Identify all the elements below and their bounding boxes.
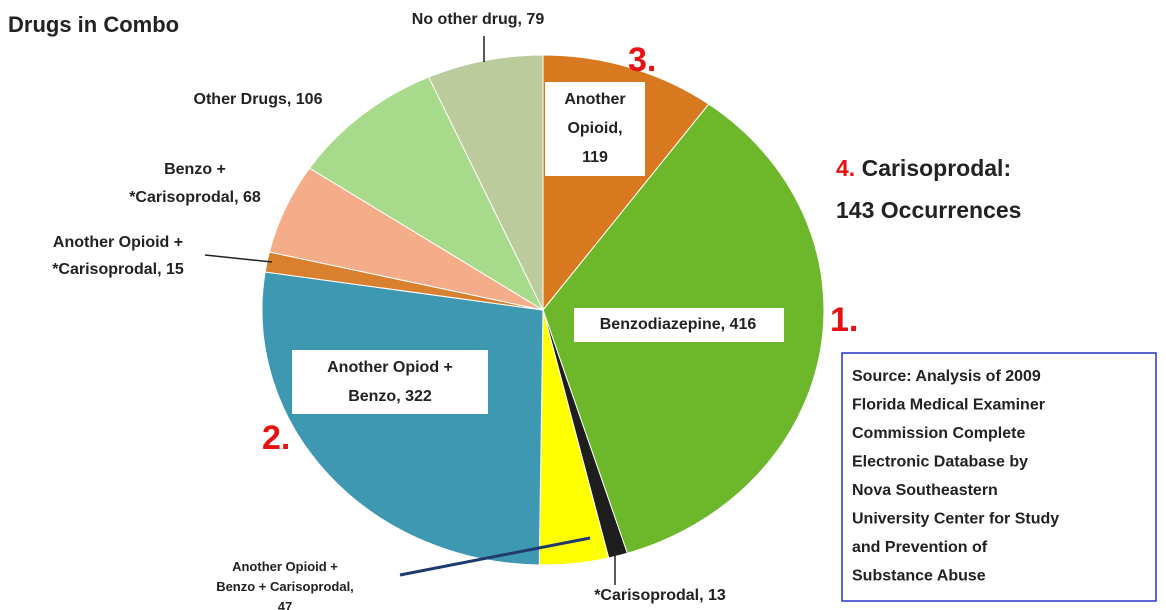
category-line: Benzodiazepine, [600,316,730,333]
category-label: No other drug, [412,11,527,28]
category-label: Benzodiazepine, [600,316,730,333]
label-box [574,308,784,342]
value-label: 13 [708,587,726,604]
category-line: Benzo + Carisoprodal, [216,579,354,594]
category-label: Another Opioid, [564,91,625,137]
note-line: Carisoprodal: [862,155,1012,181]
category-line: Benzo, [348,388,405,405]
category-line: *Carisoprodal, [129,189,243,206]
source: Source: Analysis of 2009 Florida Medical … [852,368,1059,585]
value-label: 416 [730,316,757,333]
source-line: Source: Analysis of 2009 [852,368,1041,385]
slice-label: Other Drugs, 106 [194,91,323,108]
slice-label: Another Opioid, 119 [564,91,625,166]
note-rank: 4. [836,155,855,181]
slice-label: Benzodiazepine, 416 [600,316,757,333]
category-line: Another Opioid + [53,234,183,251]
slice-label: Another Opioid + Benzo + Carisoprodal, 47 [216,559,354,610]
category-line: Opioid, [567,120,622,137]
value-label: 79 [526,11,544,28]
category-line: Another Opioid + [232,559,338,574]
source-line: and Prevention of [852,539,988,556]
category-line: Another Opiod + [327,359,453,376]
slice-label: Another Opioid + *Carisoprodal, 15 [52,234,184,278]
slice-label: Another Opiod + Benzo, 322 [327,359,453,405]
category-line: Other Drugs, [194,91,296,108]
value-label: 106 [296,91,323,108]
pie-slice [261,271,544,566]
category-line: No other drug, [412,11,527,28]
source-box [841,352,1157,602]
category-line: *Carisoprodal, [52,261,166,278]
category-label: *Carisoprodal, [594,587,708,604]
rank-label: 2. [262,419,290,457]
source-line: Electronic Database by [852,454,1028,471]
pie-slice [308,76,545,312]
value-label: 119 [582,149,608,166]
source-line: Commission Complete [852,425,1025,442]
leader-line [204,254,273,263]
value-label: 322 [405,388,432,405]
note: 4. Carisoprodal: [836,155,1011,181]
slice-label: No other drug, 79 [412,11,545,28]
category-label: Another Opioid + *Carisoprodal, [52,234,183,278]
category-line: *Carisoprodal, [594,587,708,604]
source-line: University Center for Study [852,511,1059,528]
slice-labels: Another Opioid, 119 Benzodiazepine, 416 *Car… [52,11,784,610]
value-label: 68 [243,189,261,206]
rank-label: 1. [830,301,858,339]
category-line: Benzo + [164,161,226,178]
source-line: Florida Medical Examiner [852,397,1045,414]
slice-label: Benzo + *Carisoprodal, 68 [129,161,261,206]
category-line: Another [564,91,625,108]
value-label: 47 [278,599,292,610]
label-box [292,350,488,414]
category-label: Benzo + *Carisoprodal, [129,161,243,206]
rank-label: 3. [628,41,656,79]
source-line: Nova Southeastern [852,482,998,499]
leader-line [399,536,591,577]
slice-label: *Carisoprodal, 13 [594,587,726,604]
source-line: Substance Abuse [852,568,986,585]
chart-title: Drugs in Combo [8,12,179,37]
note-line: 143 Occurrences [836,197,1021,223]
category-label: Another Opioid + Benzo + Carisoprodal, [216,559,354,594]
category-label: Another Opiod + Benzo, [327,359,453,405]
label-box [545,82,645,176]
value-label: 15 [166,261,184,278]
category-label: Other Drugs, [194,91,296,108]
